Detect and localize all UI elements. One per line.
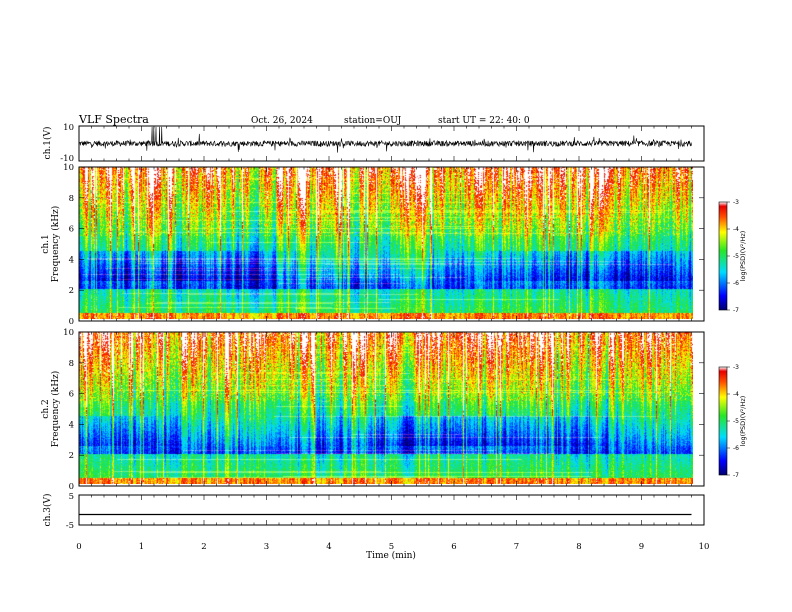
freq-tick-label: 4 xyxy=(69,420,74,430)
time-tick-label: 4 xyxy=(326,542,331,552)
panel-ch3-waveform: 5 -5 ch.3(V) xyxy=(42,492,705,531)
time-tick-label: 6 xyxy=(451,542,456,552)
time-tick-label: 1 xyxy=(139,542,144,552)
colorbar-tick-label: -3 xyxy=(733,199,739,206)
time-tick-label: 5 xyxy=(389,542,394,552)
station-label: station=OUJ xyxy=(344,116,402,126)
panel-ch2-spectrogram: 0 2 4 6 8 10 ch.2 Frequency (kHz) xyxy=(41,328,705,492)
freq-tick-label: 10 xyxy=(63,328,74,338)
colorbar-ch2-gradient xyxy=(719,367,727,475)
x-axis-label: Time (min) xyxy=(366,550,416,561)
ch1-spec-ytick-labels: 0 2 4 6 8 10 xyxy=(63,163,74,327)
freq-tick-label: 2 xyxy=(69,451,74,461)
colorbar-tick-label: -6 xyxy=(733,445,739,452)
colorbar-tick-label: -3 xyxy=(733,364,739,371)
ch1-spec-ticks xyxy=(78,166,705,322)
colorbar-ch1-tick-labels: -3 -4 -5 -6 -7 xyxy=(727,199,739,314)
colorbar-ch1: -3 -4 -5 -6 -7 log(PSD)(V²/Hz) xyxy=(718,199,747,314)
time-tick-label: 2 xyxy=(201,542,206,552)
time-tick-label: 0 xyxy=(76,542,81,552)
ch3-ylabel: ch.3(V) xyxy=(42,494,53,527)
time-tick-label: 7 xyxy=(514,542,519,552)
time-tick-label: 8 xyxy=(576,542,581,552)
figure-title: VLF Spectra xyxy=(78,113,149,126)
colorbar-ch2: -3 -4 -5 -6 -7 log(PSD)(V²/Hz) xyxy=(718,364,747,479)
freq-tick-label: 6 xyxy=(69,390,74,400)
ch1-ylabel: ch.1(V) xyxy=(42,127,53,160)
date-label: Oct. 26, 2024 xyxy=(251,116,313,126)
ch2-spec-ticks xyxy=(78,331,705,487)
ch3-ytick-top: 5 xyxy=(69,492,74,502)
colorbar-tick-label: -6 xyxy=(733,280,739,287)
panel-ch1-waveform: 10 -10 ch.1(V) xyxy=(42,123,705,164)
freq-tick-label: 2 xyxy=(69,286,74,296)
colorbar-tick-label: -5 xyxy=(733,418,739,425)
ch1-ticks xyxy=(78,126,705,161)
ch2-spec-ytick-labels: 0 2 4 6 8 10 xyxy=(63,328,74,492)
colorbar-tick-label: -4 xyxy=(733,226,739,233)
colorbar-ch1-gradient xyxy=(719,202,727,310)
ch3-ticks xyxy=(78,495,705,525)
freq-tick-label: 4 xyxy=(69,255,74,265)
ch1-spectrogram-image xyxy=(79,167,693,319)
colorbar-tick-label: -4 xyxy=(733,391,739,398)
ch1-ytick-bottom: -10 xyxy=(60,154,74,164)
freq-tick-label: 6 xyxy=(69,225,74,235)
freq-tick-label: 0 xyxy=(69,482,74,492)
ch1-ytick-top: 10 xyxy=(63,123,74,133)
ch2-spec-ylabel: ch.2 xyxy=(41,399,51,418)
start-time-label: start UT = 22: 40: 0 xyxy=(438,116,530,126)
time-tick-label: 9 xyxy=(639,542,644,552)
panel-ch1-spectrogram: 0 2 4 6 8 10 ch.1 Frequency (kHz) xyxy=(41,163,705,327)
ch2-spec-ylabel-freq: Frequency (kHz) xyxy=(50,371,61,448)
time-tick-label: 10 xyxy=(699,542,710,552)
time-tick-label: 3 xyxy=(264,542,269,552)
freq-tick-label: 8 xyxy=(69,359,74,369)
ch3-ytick-bottom: -5 xyxy=(66,521,74,531)
freq-tick-label: 0 xyxy=(69,317,74,327)
colorbar-ch2-tick-labels: -3 -4 -5 -6 -7 xyxy=(727,364,739,479)
ch1-spec-ylabel-freq: Frequency (kHz) xyxy=(50,206,61,283)
freq-tick-label: 8 xyxy=(69,194,74,204)
ch2-spectrogram-image xyxy=(79,332,693,484)
ch1-waveform-line xyxy=(78,126,692,153)
colorbar-tick-label: -7 xyxy=(733,472,739,479)
freq-tick-label: 10 xyxy=(63,163,74,173)
x-axis-tick-labels: 0 1 2 3 4 5 6 7 8 9 10 xyxy=(76,542,709,552)
ch1-spec-ylabel: ch.1 xyxy=(41,234,51,253)
colorbar-tick-label: -7 xyxy=(733,307,739,314)
colorbar-tick-label: -5 xyxy=(733,253,739,260)
colorbar-ch2-label: log(PSD)(V²/Hz) xyxy=(739,396,747,447)
colorbar-ch1-label: log(PSD)(V²/Hz) xyxy=(739,231,747,282)
